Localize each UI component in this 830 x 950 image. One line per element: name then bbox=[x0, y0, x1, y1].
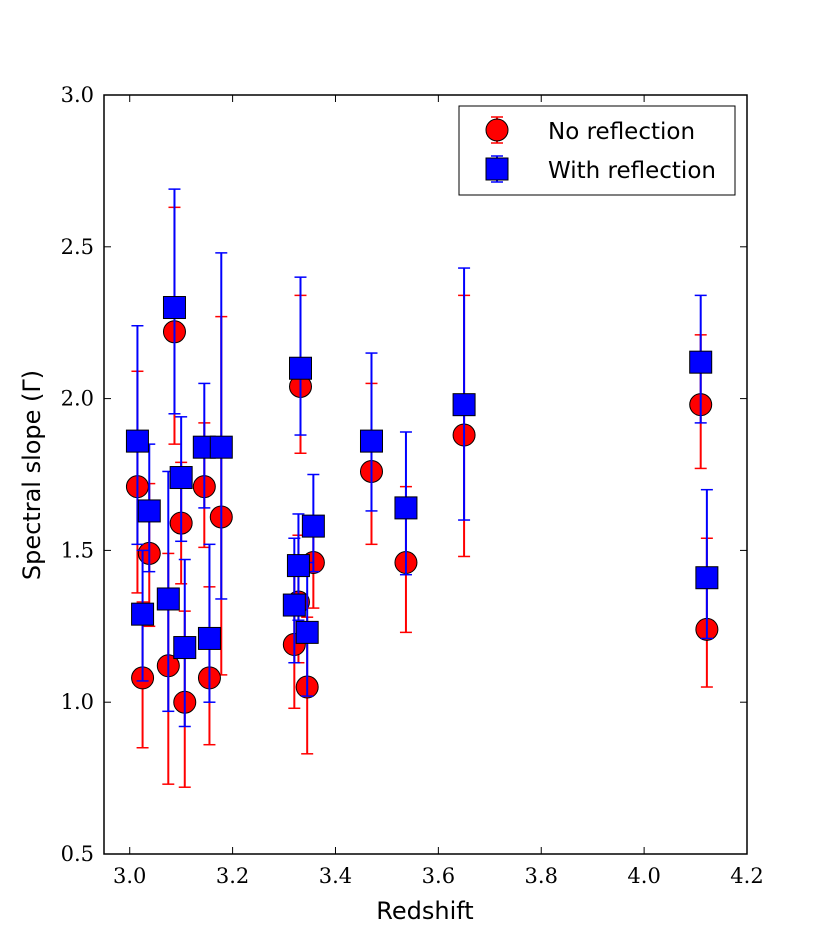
with-reflection-point bbox=[289, 356, 313, 380]
y-axis-label: Spectral slope (Γ) bbox=[18, 370, 46, 580]
x-tick-label: 3.8 bbox=[525, 864, 558, 888]
plot-frame bbox=[103, 94, 748, 855]
with-reflection-point bbox=[689, 350, 713, 374]
y-tick-label: 0.5 bbox=[61, 842, 94, 866]
x-axis-label: Redshift bbox=[376, 897, 473, 925]
x-tick-label: 3.4 bbox=[319, 864, 352, 888]
with-reflection-point bbox=[125, 429, 149, 453]
with-reflection-point bbox=[197, 626, 221, 650]
with-reflection-point bbox=[169, 466, 193, 490]
with-reflection-point bbox=[359, 429, 383, 453]
y-tick-label: 1.0 bbox=[61, 690, 94, 714]
with-reflection-point bbox=[452, 393, 476, 417]
with-reflection-point bbox=[301, 514, 325, 538]
data-marks bbox=[125, 188, 719, 788]
y-tick-label: 2.5 bbox=[61, 235, 94, 259]
with-reflection-point bbox=[282, 593, 306, 617]
axes bbox=[103, 94, 748, 855]
legend-marker-no-reflection bbox=[485, 118, 509, 142]
with-reflection-point bbox=[173, 636, 197, 660]
legend-marker-with-reflection bbox=[485, 157, 509, 181]
x-tick-label: 4.0 bbox=[627, 864, 660, 888]
legend-label-no-reflection: No reflection bbox=[548, 119, 695, 145]
y-tick-label: 2.0 bbox=[61, 387, 94, 411]
y-tick-label: 1.5 bbox=[61, 538, 94, 562]
with-reflection-point bbox=[695, 566, 719, 590]
with-reflection-point bbox=[209, 435, 233, 459]
with-reflection-point bbox=[131, 602, 155, 626]
x-tick-label: 3.0 bbox=[113, 864, 146, 888]
x-tick-label: 4.2 bbox=[730, 864, 763, 888]
with-reflection-point bbox=[295, 620, 319, 644]
legend: No reflection With reflection bbox=[458, 105, 736, 196]
with-reflection-point bbox=[137, 499, 161, 523]
x-tick-label: 3.2 bbox=[216, 864, 249, 888]
with-reflection-point bbox=[286, 554, 310, 578]
legend-label-with-reflection: With reflection bbox=[548, 158, 716, 184]
x-tick-label: 3.6 bbox=[422, 864, 455, 888]
y-tick-label: 3.0 bbox=[61, 83, 94, 107]
with-reflection-point bbox=[162, 296, 186, 320]
with-reflection-point bbox=[394, 496, 418, 520]
with-reflection-point bbox=[156, 587, 180, 611]
ticks: 3.0 3.2 3.4 3.6 3.8 4.0 4.2 0.5 1.0 1.5 2.0 2.5 3.0 bbox=[61, 83, 764, 888]
